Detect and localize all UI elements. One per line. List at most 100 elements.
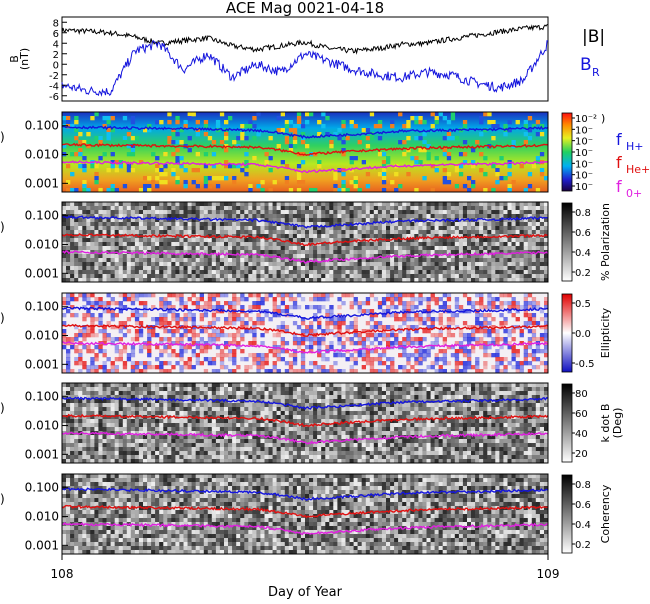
- heatmap-cell: [277, 206, 281, 210]
- heatmap-cell: [248, 293, 252, 297]
- heatmap-cell: [94, 176, 98, 180]
- heatmap-cell: [86, 391, 90, 395]
- heatmap-cell: [107, 254, 111, 258]
- heatmap-cell: [435, 230, 439, 234]
- heatmap-cell: [281, 218, 285, 222]
- heatmap-cell: [159, 439, 163, 443]
- heatmap-cell: [167, 455, 171, 459]
- heatmap-cell: [188, 361, 192, 365]
- heatmap-cell: [232, 321, 236, 325]
- heatmap-cell: [135, 439, 139, 443]
- heatmap-cell: [127, 419, 131, 423]
- heatmap-cell: [418, 341, 422, 345]
- heatmap-cell: [103, 202, 107, 206]
- heatmap-cell: [293, 140, 297, 144]
- heatmap-cell: [115, 270, 119, 274]
- heatmap-cell: [66, 419, 70, 423]
- heatmap-cell: [143, 391, 147, 395]
- heatmap-cell: [297, 337, 301, 341]
- heatmap-cell: [499, 210, 503, 214]
- heatmap-cell: [341, 274, 345, 278]
- heatmap-cell: [305, 254, 309, 258]
- heatmap-cell: [362, 266, 366, 270]
- heatmap-cell: [499, 246, 503, 250]
- heatmap-cell: [418, 321, 422, 325]
- heatmap-cell: [135, 297, 139, 301]
- heatmap-cell: [418, 210, 422, 214]
- heatmap-cell: [131, 258, 135, 262]
- heatmap-cell: [220, 246, 224, 250]
- heatmap-cell: [265, 152, 269, 156]
- heatmap-cell: [269, 214, 273, 218]
- heatmap-cell: [196, 451, 200, 455]
- heatmap-cell: [78, 435, 82, 439]
- heatmap-cell: [252, 333, 256, 337]
- heatmap-cell: [398, 226, 402, 230]
- heatmap-cell: [256, 266, 260, 270]
- heatmap-cell: [390, 210, 394, 214]
- heatmap-cell: [184, 202, 188, 206]
- heatmap-cell: [115, 419, 119, 423]
- heatmap-cell: [317, 210, 321, 214]
- heatmap-cell: [204, 329, 208, 333]
- heatmap-cell: [192, 447, 196, 451]
- heatmap-cell: [232, 313, 236, 317]
- heatmap-cell: [439, 274, 443, 278]
- heatmap-cell: [309, 329, 313, 333]
- heatmap-cell: [103, 365, 107, 369]
- heatmap-cell: [277, 293, 281, 297]
- heatmap-cell: [475, 317, 479, 321]
- heatmap-cell: [386, 262, 390, 266]
- heatmap-cell: [277, 116, 281, 120]
- heatmap-cell: [184, 407, 188, 411]
- heatmap-cell: [495, 210, 499, 214]
- heatmap-cell: [520, 254, 524, 258]
- heatmap-cell: [115, 254, 119, 258]
- heatmap-cell: [447, 274, 451, 278]
- heatmap-cell: [123, 361, 127, 365]
- heatmap-cell: [119, 301, 123, 305]
- heatmap-cell: [98, 297, 102, 301]
- heatmap-cell: [74, 266, 78, 270]
- heatmap-cell: [74, 226, 78, 230]
- heatmap-cell: [532, 238, 536, 242]
- heatmap-cell: [86, 246, 90, 250]
- heatmap-cell: [256, 357, 260, 361]
- heatmap-cell: [512, 242, 516, 246]
- heatmap-cell: [508, 238, 512, 242]
- heatmap-cell: [516, 353, 520, 357]
- heatmap-cell: [212, 305, 216, 309]
- heatmap-cell: [406, 337, 410, 341]
- colorbar-label-text: Ellipticity: [599, 307, 612, 358]
- heatmap-cell: [208, 214, 212, 218]
- heatmap-cell: [224, 136, 228, 140]
- heatmap-cell: [131, 411, 135, 415]
- heatmap-cell: [427, 242, 431, 246]
- heatmap-cell: [285, 230, 289, 234]
- heatmap-cell: [512, 349, 516, 353]
- heatmap-cell: [479, 206, 483, 210]
- heatmap-cell: [350, 274, 354, 278]
- heatmap-cell: [309, 345, 313, 349]
- heatmap-cell: [309, 218, 313, 222]
- heatmap-cell: [422, 210, 426, 214]
- heatmap-cell: [455, 270, 459, 274]
- heatmap-cell: [107, 246, 111, 250]
- heatmap-cell: [354, 156, 358, 160]
- heatmap-cell: [382, 266, 386, 270]
- heatmap-cell: [540, 222, 544, 226]
- heatmap-cell: [252, 266, 256, 270]
- heatmap-cell: [491, 210, 495, 214]
- heatmap-cell: [135, 337, 139, 341]
- heatmap-cell: [119, 238, 123, 242]
- heatmap-cell: [487, 305, 491, 309]
- heatmap-cell: [200, 210, 204, 214]
- heatmap-cell: [244, 210, 248, 214]
- heatmap-cell: [236, 341, 240, 345]
- heatmap-cell: [386, 226, 390, 230]
- heatmap-cell: [366, 357, 370, 361]
- heatmap-cell: [483, 317, 487, 321]
- heatmap-cell: [443, 226, 447, 230]
- heatmap-cell: [540, 258, 544, 262]
- heatmap-cell: [495, 353, 499, 357]
